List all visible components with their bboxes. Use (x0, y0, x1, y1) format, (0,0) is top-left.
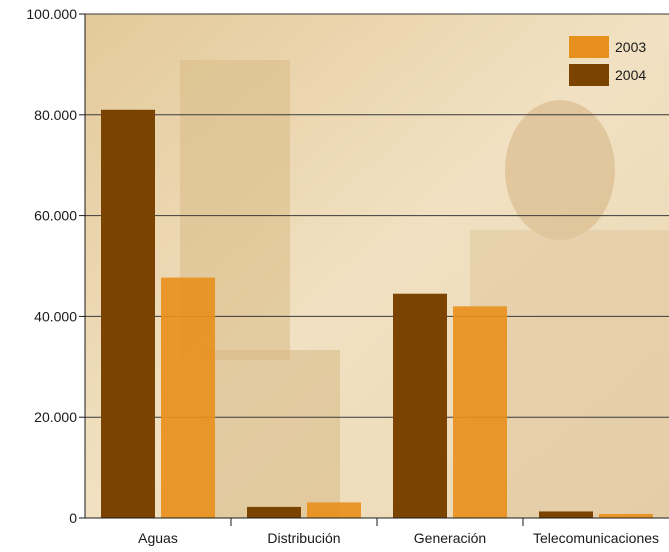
bar-2003-0 (161, 277, 215, 518)
background-machine-base (200, 350, 340, 518)
x-tick-labels: Aguas Distribución Generación Telecomunicac… (138, 530, 659, 546)
y-tick-label-5: 100.000 (26, 6, 77, 22)
y-tick-label-2: 40.000 (34, 308, 77, 324)
background-person-head (505, 100, 615, 240)
x-tick-label-2: Generación (414, 530, 486, 546)
x-tick-label-0: Aguas (138, 530, 178, 546)
bar-2004-2 (393, 293, 447, 518)
bar-2003-3 (599, 513, 653, 518)
y-tick-label-1: 20.000 (34, 409, 77, 425)
bar-2004-0 (101, 109, 155, 518)
bar-2004-1 (247, 506, 301, 518)
y-tick-label-3: 60.000 (34, 208, 77, 224)
legend-label-2004: 2004 (615, 67, 646, 83)
bars (101, 109, 653, 518)
bar-2004-3 (539, 511, 593, 518)
legend-label-2003: 2003 (615, 39, 646, 55)
x-tick-label-1: Distribución (267, 530, 340, 546)
legend-swatch-2004 (569, 64, 609, 86)
x-tick-label-3: Telecomunicaciones (533, 530, 659, 546)
bar-2003-1 (307, 502, 361, 518)
legend: 2003 2004 (569, 36, 646, 86)
y-tick-label-4: 80.000 (34, 107, 77, 123)
y-tick-label-0: 0 (69, 510, 77, 526)
legend-swatch-2003 (569, 36, 609, 58)
y-tick-labels: 0 20.000 40.000 60.000 80.000 100.000 (26, 6, 77, 526)
bar-2003-2 (453, 306, 507, 518)
axes (79, 13, 669, 526)
